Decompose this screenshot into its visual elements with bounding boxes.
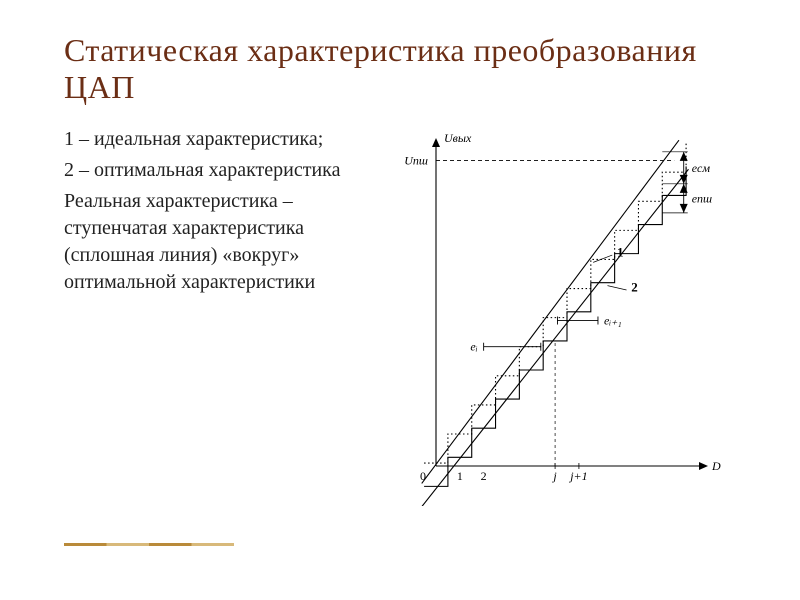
svg-text:eᵢ: eᵢ: [470, 339, 477, 353]
svg-text:eᵢ₊₁: eᵢ₊₁: [604, 313, 622, 327]
svg-text:eпш: eпш: [692, 191, 712, 205]
legend-line-1: 1 – идеальная характеристика;: [64, 126, 354, 153]
decorative-underline: [64, 543, 234, 546]
svg-text:2: 2: [481, 469, 487, 483]
dac-characteristic-chart: UвыхD0Uпш12jj+112eᵢeᵢ₊₁eсмeпш: [382, 126, 742, 506]
svg-text:Uпш: Uпш: [404, 153, 428, 167]
svg-text:eсм: eсм: [692, 160, 711, 174]
text-column: 1 – идеальная характеристика; 2 – оптима…: [64, 126, 354, 506]
slide-title: Статическая характеристика преобразовани…: [64, 32, 752, 106]
svg-text:j: j: [551, 469, 557, 483]
svg-text:Uвых: Uвых: [444, 131, 472, 145]
description: Реальная характеристика – ступенчатая ха…: [64, 188, 354, 296]
svg-text:1: 1: [617, 244, 624, 259]
svg-text:D: D: [711, 459, 721, 473]
legend-line-2: 2 – оптимальная характеристика: [64, 157, 354, 184]
svg-text:2: 2: [631, 279, 638, 294]
content-area: 1 – идеальная характеристика; 2 – оптима…: [64, 126, 752, 506]
chart-column: UвыхD0Uпш12jj+112eᵢeᵢ₊₁eсмeпш: [372, 126, 752, 506]
svg-text:j+1: j+1: [568, 469, 587, 483]
svg-text:1: 1: [457, 469, 463, 483]
